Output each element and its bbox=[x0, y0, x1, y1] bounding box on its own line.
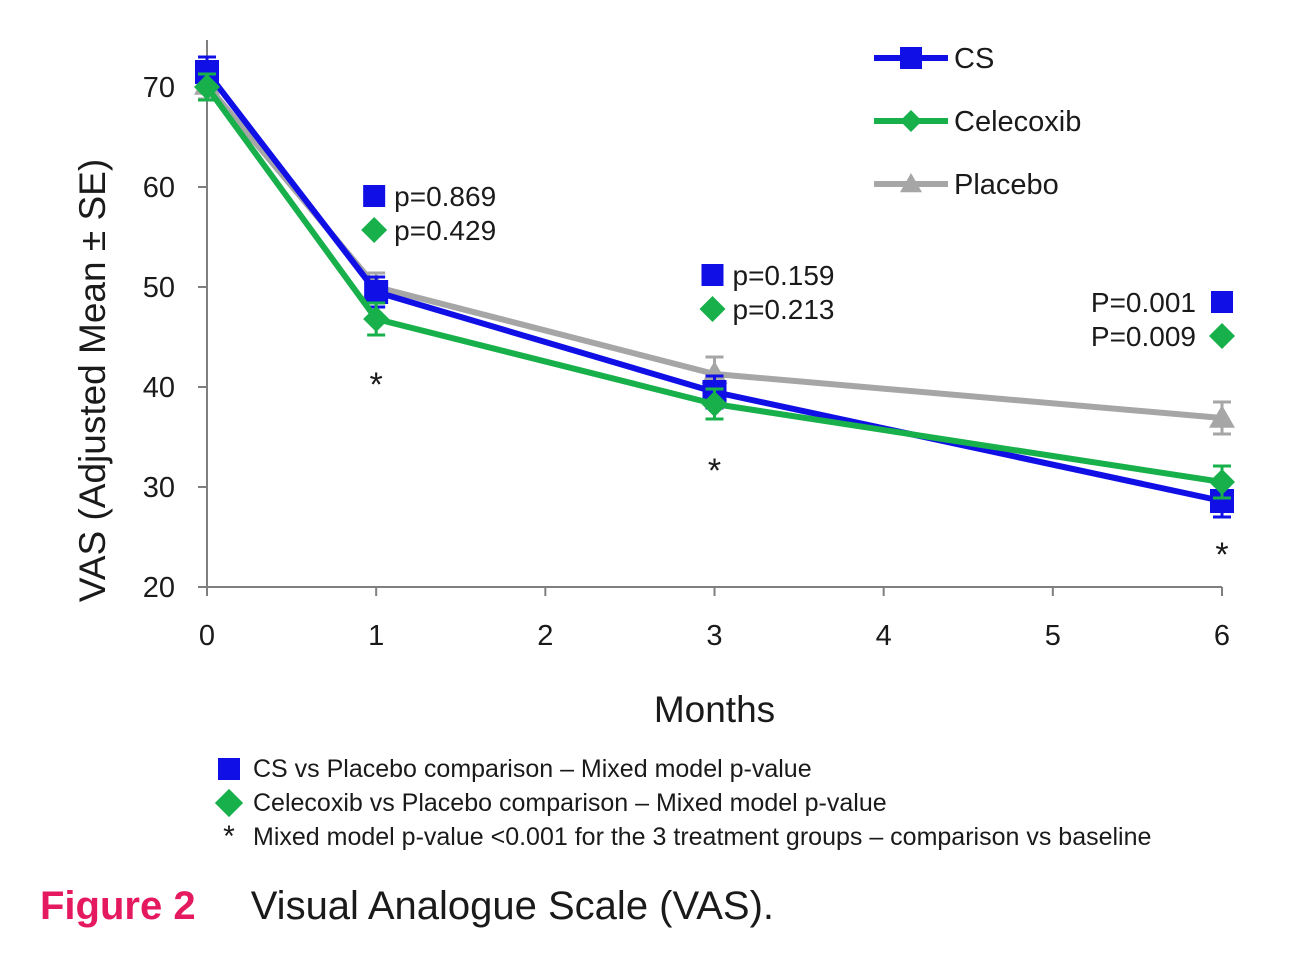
pvalue-cs-icon bbox=[701, 264, 724, 286]
pvalue-celecoxib-label: p=0.429 bbox=[394, 215, 496, 246]
vas-line-chart: 20 30 40 50 60 70 0 1 2 3 4 5 6 Months VAS (Adjusted M… bbox=[72, 40, 1235, 730]
note-star: * Mixed model p-value <0.001 for the 3 t… bbox=[205, 820, 1151, 854]
pvalue-celecoxib-icon bbox=[699, 296, 726, 322]
data-point bbox=[1209, 469, 1235, 495]
legend-label: Celecoxib bbox=[954, 106, 1081, 138]
legend-label: Placebo bbox=[954, 169, 1059, 201]
data-point bbox=[1209, 405, 1235, 428]
y-tick-label: 40 bbox=[143, 372, 175, 404]
green-diamond-icon bbox=[214, 788, 244, 818]
figure-label: Figure 2 bbox=[40, 884, 196, 928]
pvalue-cs-label: p=0.159 bbox=[733, 260, 835, 291]
y-tick-label: 50 bbox=[143, 272, 175, 304]
y-tick-label: 30 bbox=[143, 472, 175, 504]
data-point bbox=[363, 306, 390, 332]
data-point bbox=[701, 361, 728, 384]
legend-item-placebo: Placebo bbox=[874, 169, 1059, 201]
pvalue-cs-label: p=0.869 bbox=[394, 181, 496, 212]
legend-marker bbox=[900, 173, 922, 193]
chart-series bbox=[194, 55, 1235, 519]
data-point bbox=[194, 74, 220, 100]
x-tick-label: 4 bbox=[876, 620, 892, 652]
note-celecoxib-text: Celecoxib vs Placebo comparison – Mixed … bbox=[253, 789, 887, 817]
x-tick-label: 0 bbox=[199, 620, 215, 652]
pvalue-celecoxib-icon bbox=[1209, 323, 1235, 349]
x-tick-label: 5 bbox=[1045, 620, 1061, 652]
figure-caption: Figure 2 Visual Analogue Scale (VAS). bbox=[40, 884, 774, 929]
figure-title: Visual Analogue Scale (VAS). bbox=[250, 884, 774, 928]
pvalue-cs-label: P=0.001 bbox=[1091, 287, 1196, 318]
footnotes: CS vs Placebo comparison – Mixed model p… bbox=[205, 752, 1151, 854]
pvalue-celecoxib-label: p=0.213 bbox=[733, 294, 835, 325]
data-point bbox=[364, 280, 389, 304]
legend-marker bbox=[900, 110, 922, 132]
series-line bbox=[204, 70, 1223, 504]
pvalue-cs-icon bbox=[363, 185, 386, 207]
y-axis-title: VAS (Adjusted Mean ± SE) bbox=[72, 159, 113, 602]
note-celecoxib: Celecoxib vs Placebo comparison – Mixed … bbox=[205, 786, 1151, 820]
x-tick-label: 1 bbox=[368, 620, 384, 652]
significance-asterisk: * bbox=[708, 452, 721, 490]
y-tick-label: 70 bbox=[143, 72, 175, 104]
data-point bbox=[701, 391, 728, 417]
x-tick-label: 2 bbox=[537, 620, 553, 652]
y-tick-label: 60 bbox=[143, 172, 175, 204]
series-line bbox=[204, 85, 1223, 485]
pvalue-celecoxib-label: P=0.009 bbox=[1091, 321, 1196, 352]
note-cs: CS vs Placebo comparison – Mixed model p… bbox=[205, 752, 1151, 786]
note-star-text: Mixed model p-value <0.001 for the 3 tre… bbox=[253, 823, 1152, 851]
asterisk-icon: * bbox=[223, 820, 235, 853]
significance-asterisk: * bbox=[1215, 536, 1228, 574]
series-celecoxib bbox=[194, 72, 1235, 500]
significance-asterisk: * bbox=[370, 366, 383, 404]
chart-axes: 20 30 40 50 60 70 0 1 2 3 4 5 6 Months VAS (Adjusted M… bbox=[72, 40, 1230, 730]
blue-square-icon bbox=[218, 758, 240, 780]
x-tick-label: 6 bbox=[1214, 620, 1230, 652]
legend-label: CS bbox=[954, 43, 994, 75]
y-tick-label: 20 bbox=[143, 572, 175, 604]
pvalue-celecoxib-icon bbox=[361, 217, 388, 243]
pvalue-cs-icon bbox=[1211, 291, 1233, 313]
x-axis-title: Months bbox=[654, 689, 775, 730]
x-tick-label: 3 bbox=[706, 620, 722, 652]
legend-marker bbox=[900, 47, 922, 69]
chart-legend: CS Celecoxib Placebo bbox=[874, 43, 1081, 201]
legend-item-cs: CS bbox=[874, 43, 994, 75]
legend-item-celecoxib: Celecoxib bbox=[874, 106, 1081, 138]
note-cs-text: CS vs Placebo comparison – Mixed model p… bbox=[253, 755, 812, 783]
